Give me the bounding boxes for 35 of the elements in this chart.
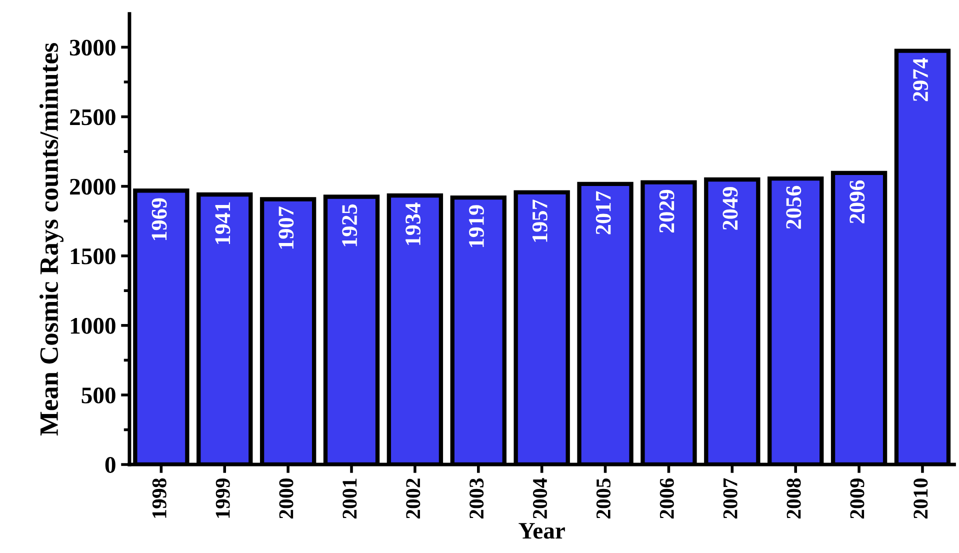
x-tick-label: 2006 [660,478,674,519]
y-tick-label: 1000 [70,318,116,334]
data-label: 2974 [913,58,928,102]
x-tick-label: 1998 [152,478,166,518]
data-label: 2049 [722,187,738,230]
y-tick-label: 0 [105,457,116,473]
x-tick-label: 1999 [216,478,230,518]
x-tick-label: 2004 [532,478,548,519]
data-label: 1907 [278,206,294,249]
x-tick-label: 2007 [723,478,738,519]
data-label: 1957 [532,200,548,242]
data-label: 1925 [342,204,358,246]
data-label: 2017 [596,191,611,234]
x-tick-label: 2000 [279,478,294,519]
data-label: 1919 [469,205,484,248]
y-tick-label: 3000 [70,40,116,56]
x-tick-label: 2003 [470,478,484,519]
data-label: 2056 [786,186,802,229]
x-tick-label: 2001 [342,478,357,519]
x-tick-label: 2009 [850,478,864,519]
data-label: 1934 [406,202,421,245]
y-tick-label: 2000 [70,178,116,195]
data-label: 1969 [152,198,167,240]
y-tick-label: 500 [82,387,116,404]
data-label: 2029 [659,190,674,233]
x-tick-label: 2008 [786,478,801,519]
x-tick-label: 2010 [914,478,928,519]
data-label: 1941 [215,202,230,244]
data-label: 2096 [850,180,865,224]
x-tick-label: 2005 [596,478,610,519]
y-tick-label: 2500 [70,109,116,126]
x-tick-label: 2002 [406,478,420,519]
y-tick-label: 1500 [70,248,116,264]
x-axis-title: Year [518,523,565,539]
y-axis-title: Mean Cosmic Rays counts/minutes [39,43,64,436]
